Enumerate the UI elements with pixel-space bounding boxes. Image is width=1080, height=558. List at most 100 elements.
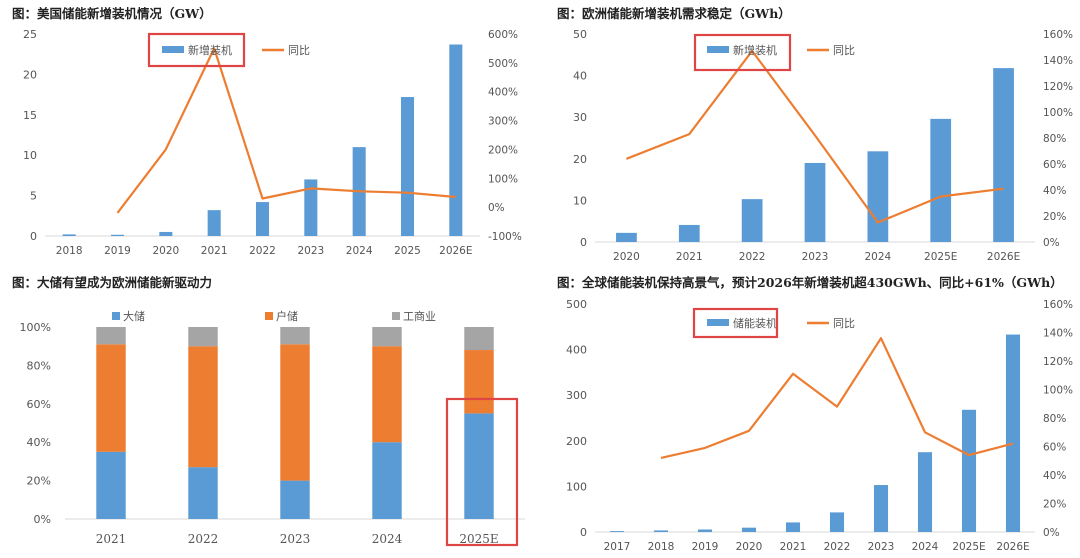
mix-y-tick: 0%: [34, 513, 51, 526]
global-y-tick: 500: [566, 298, 587, 311]
global-y2-tick: 160%: [1043, 299, 1073, 311]
eu-y-tick: 50: [573, 28, 587, 41]
global-x-tick: 2017: [604, 541, 631, 553]
mix-bar-segment: [464, 327, 494, 351]
global-bar: [741, 527, 757, 532]
us-legend-label-bar: 新增装机: [188, 43, 232, 57]
us-y2-tick: 300%: [488, 116, 518, 128]
us-y2-tick: 100%: [488, 173, 518, 185]
mix-x-tick: 2024: [372, 532, 403, 546]
mix-bar-segment: [372, 346, 402, 443]
eu-bar: [993, 68, 1014, 242]
global-x-tick: 2022: [824, 541, 851, 553]
eu-y-tick: 30: [573, 111, 587, 124]
eu-bar: [741, 199, 763, 242]
mix-bar-segment: [280, 480, 310, 519]
eu-y2-tick: 140%: [1043, 55, 1073, 67]
eu-x-tick: 2025E: [924, 251, 957, 263]
us-x-tick: 2020: [152, 245, 179, 257]
global-x-tick: 2024: [912, 541, 939, 553]
eu-x-tick: 2020: [613, 251, 640, 263]
global-y2-tick: 0%: [1043, 527, 1060, 539]
eu-y2-tick: 60%: [1043, 159, 1066, 171]
mix-legend-label: 户储: [276, 309, 298, 323]
mix-bar-segment: [188, 467, 218, 519]
us-legend-label-line: 同比: [288, 44, 310, 57]
eu-y2-tick: 20%: [1043, 211, 1066, 223]
eu-x-tick: 2026E: [987, 251, 1020, 263]
chart-us-title: 图：美国储能新增装机情况（GW）: [12, 6, 212, 21]
global-y2-tick: 60%: [1043, 442, 1066, 454]
global-legend-highlight-box: [692, 307, 779, 339]
us-x-tick: 2024: [346, 245, 373, 257]
us-bar: [304, 179, 318, 236]
mix-bar-segment: [96, 344, 126, 452]
global-legend-swatch-bar: [707, 319, 729, 326]
chart-europe-mix-title: 图：大储有望成为欧洲储能新驱动力: [12, 275, 213, 290]
chart-us: 0510152025-100%0%100%200%300%400%500%600…: [23, 28, 522, 257]
us-y2-tick: -100%: [488, 231, 522, 243]
mix-bar-segment: [96, 451, 126, 519]
us-bar: [449, 44, 463, 237]
us-y-tick: 5: [30, 190, 37, 203]
us-x-tick: 2025: [394, 245, 421, 257]
global-legend-label-line: 同比: [833, 317, 855, 330]
global-y2-tick: 80%: [1043, 413, 1066, 425]
global-x-tick: 2020: [736, 541, 763, 553]
us-bar: [62, 234, 76, 236]
global-y2-tick: 140%: [1043, 328, 1073, 340]
us-y-tick: 10: [23, 149, 37, 162]
eu-y-tick: 10: [573, 194, 587, 207]
global-x-tick: 2021: [780, 541, 807, 553]
mix-y-tick: 100%: [20, 321, 51, 334]
chart-global-title: 图：全球储能装机保持高景气，预计2026年新增装机超430GWh、同比+61%（…: [557, 275, 1063, 290]
global-line-series: [660, 337, 1014, 459]
global-bar: [961, 409, 977, 532]
eu-y2-tick: 40%: [1043, 185, 1066, 197]
us-x-tick: 2022: [249, 245, 276, 257]
eu-line-series: [625, 49, 1004, 224]
mix-x-tick: 2022: [188, 532, 219, 546]
mix-bar-segment: [188, 346, 218, 468]
mix-y-tick: 20%: [27, 475, 51, 488]
global-y-tick: 100: [566, 480, 587, 493]
chart-europe-title: 图：欧洲储能新增装机需求稳定（GWh）: [557, 6, 791, 21]
global-y2-tick: 120%: [1043, 356, 1073, 368]
eu-legend-highlight-box: [693, 33, 792, 72]
global-bar: [917, 452, 933, 532]
global-x-tick: 2019: [692, 541, 719, 553]
us-x-tick: 2018: [56, 245, 83, 257]
mix-bar-segment: [372, 327, 402, 347]
mix-legend-label: 工商业: [403, 309, 436, 323]
eu-legend-swatch-bar: [707, 46, 729, 53]
eu-bar: [867, 151, 889, 242]
us-legend-swatch-bar: [162, 46, 184, 53]
eu-x-tick: 2023: [802, 251, 829, 263]
mix-bar-segment: [280, 344, 310, 481]
mix-legend-swatch: [112, 312, 120, 320]
us-legend-highlight-box: [147, 32, 246, 68]
global-bar: [785, 522, 801, 532]
mix-legend-label: 大储: [123, 309, 145, 323]
eu-bar: [930, 118, 952, 242]
mix-y-tick: 80%: [27, 359, 51, 372]
us-y2-tick: 0%: [488, 202, 505, 214]
eu-bar: [804, 162, 826, 242]
eu-y-tick: 0: [580, 236, 587, 249]
mix-legend-swatch: [265, 312, 273, 320]
us-bar: [159, 231, 173, 236]
global-bar: [1005, 334, 1021, 532]
global-y2-tick: 40%: [1043, 470, 1066, 482]
mix-bar-segment: [188, 327, 218, 347]
global-legend-label-bar: 储能装机: [733, 316, 777, 330]
global-bar: [873, 485, 889, 532]
eu-bar: [678, 224, 700, 242]
eu-y-tick: 40: [573, 70, 587, 83]
eu-x-tick: 2024: [864, 251, 891, 263]
us-bar: [207, 210, 221, 236]
us-y-tick: 15: [23, 109, 37, 122]
mix-x-tick: 2025E: [459, 532, 498, 546]
chart-global: 0 100 200 300 400 500 0% 20% 40% 60% 80% 100% 120% 14…: [566, 298, 1073, 553]
eu-legend-label-line: 同比: [833, 44, 855, 57]
eu-y2-tick: 120%: [1043, 81, 1073, 93]
